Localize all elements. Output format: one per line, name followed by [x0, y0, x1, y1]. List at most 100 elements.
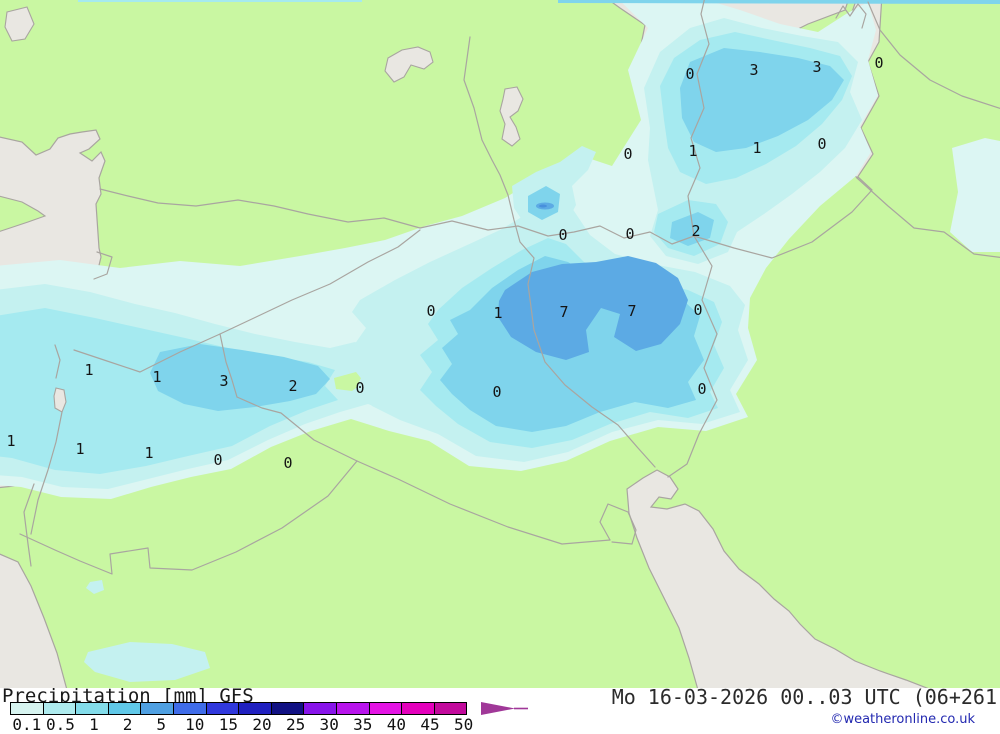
precip-value-label: 0	[623, 145, 632, 163]
legend-color-box	[335, 702, 370, 715]
precip-minicell-10	[539, 204, 547, 208]
legend-color-box	[270, 702, 305, 715]
lake-northwest	[4, 6, 35, 42]
border-iraq-saudi	[356, 460, 611, 545]
precip-value-label: 3	[749, 61, 758, 79]
legend-value-label: 0.1	[12, 715, 42, 734]
precip-south-dot	[86, 580, 104, 594]
border-azerbaijan	[867, 1, 1000, 110]
precip-value-label: 1	[688, 142, 697, 160]
border-iran-east	[856, 177, 1000, 258]
border-syria-lebanon	[93, 251, 113, 280]
border-turkey-iran	[687, 0, 710, 237]
lakes-layer	[0, 46, 524, 413]
precip-south-patch	[84, 642, 210, 682]
precip-ne-corner-0p1	[950, 138, 1000, 252]
precip-value-label: 0	[817, 135, 826, 153]
precip-value-label: 0	[283, 454, 292, 472]
precip-value-label: 1	[493, 304, 502, 322]
precip-value-label: 0	[685, 65, 694, 83]
precip-value-label: 0	[697, 380, 706, 398]
precip-value-label: 0	[355, 379, 364, 397]
precip-value-label: 1	[6, 432, 15, 450]
legend-value-label: 20	[252, 715, 272, 734]
legend-color-box	[42, 702, 77, 715]
precip-ne-lobe-2	[670, 212, 714, 246]
valid-time-text: Mo 16-03-2026 00..03 UTC (06+261	[611, 685, 997, 709]
precip-value-label: 3	[812, 58, 821, 76]
lake-urmia	[499, 86, 524, 147]
precip-value-label: 0	[625, 225, 634, 243]
caption-bar: Precipitation [mm] GFS Mo 16-03-2026 00.…	[0, 685, 1000, 734]
precip-value-label: 0	[426, 302, 435, 320]
border-jordan-iraq	[219, 333, 238, 398]
legend-color-box	[433, 702, 468, 715]
red-sea	[0, 553, 68, 688]
precip-color-scale	[10, 702, 468, 715]
legend-value-label: 2	[122, 715, 133, 734]
border-iran-north	[693, 176, 873, 259]
border-syria-jordan-iraq	[73, 229, 421, 373]
legend-color-box	[75, 702, 109, 715]
precip-west-2	[150, 344, 330, 411]
legend-value-label: 0.5	[45, 715, 75, 734]
copyright-text: ©weatheronline.co.uk	[830, 712, 975, 727]
map-title: Precipitation [mm] GFS	[2, 685, 254, 707]
precip-scale-labels: 0.1 0.5 1 2 5 10 15 20 25 30 35 40 45 50	[0, 715, 1000, 734]
map-canvas: 0 3 3 0 0 1 1 0 0 0 2 0 1 7 7 0 1 1 3 2 0 0 0 1 1 1 0 0	[0, 0, 1000, 688]
legend-color-box	[368, 702, 403, 715]
legend-value-label: 40	[386, 715, 407, 734]
caspian-coast-detail	[835, 3, 867, 29]
legend-value-label: 35	[353, 715, 373, 734]
cyprus-tip	[0, 195, 47, 232]
precip-ne-2	[680, 48, 844, 152]
precip-value-label: 0	[874, 54, 883, 72]
precip-value-label: 7	[559, 303, 568, 321]
legend-color-box	[401, 702, 435, 715]
legend-value-label: 25	[285, 715, 306, 734]
border-jordan-saudi-zigzag	[19, 460, 358, 575]
legend-color-box	[205, 702, 240, 715]
precip-value-label: 0	[558, 226, 567, 244]
legend-value-label: 30	[319, 715, 339, 734]
precip-value-label: 0	[213, 451, 222, 469]
precip-topedge-strip-east	[558, 0, 1000, 4]
legend-color-box	[172, 702, 207, 715]
dry-hole-west	[334, 372, 364, 391]
precip-value-label: 3	[219, 372, 228, 390]
legend-color-box	[303, 702, 337, 715]
lake-van	[384, 46, 434, 83]
legend-color-box	[238, 702, 272, 715]
precip-value-label: 0	[693, 301, 702, 319]
legend-value-label: 5	[156, 715, 167, 734]
border-kuwait	[599, 503, 637, 545]
border-iraq-iran	[667, 235, 718, 478]
precip-value-label: 7	[627, 302, 636, 320]
legend-color-box	[140, 702, 174, 715]
border-turkey-syria	[99, 188, 695, 245]
precip-value-label: 1	[752, 139, 761, 157]
legend-value-label: 50	[453, 715, 474, 734]
jordan-valley	[54, 344, 61, 379]
precip-value-label: 2	[288, 377, 297, 395]
precip-value-label: 1	[84, 361, 93, 379]
border-israel-jordan-south	[30, 411, 63, 535]
precip-value-label: 1	[144, 444, 153, 462]
precip-value-label: 0	[492, 383, 501, 401]
persian-gulf	[626, 469, 929, 688]
precip-topedge-strip-west	[78, 0, 362, 2]
precip-value-label: 1	[152, 368, 161, 386]
euphrates-river	[463, 36, 656, 468]
legend-value-label: 1	[89, 715, 99, 734]
weather-map: 0 3 3 0 0 1 1 0 0 0 2 0 1 7 7 0 1 1 3 2 0 0 0 1 1 1 0 0	[0, 0, 1000, 688]
border-israel-egypt	[23, 483, 35, 567]
legend-value-label: 10	[185, 715, 205, 734]
scale-overflow-arrow-icon	[481, 702, 528, 715]
precip-value-label: 1	[75, 440, 84, 458]
legend-color-box	[10, 702, 44, 715]
precipitation-layer	[0, 0, 1000, 682]
legend-value-label: 45	[420, 715, 440, 734]
borders-layer	[19, 0, 1000, 575]
precip-value-label: 2	[691, 222, 700, 240]
